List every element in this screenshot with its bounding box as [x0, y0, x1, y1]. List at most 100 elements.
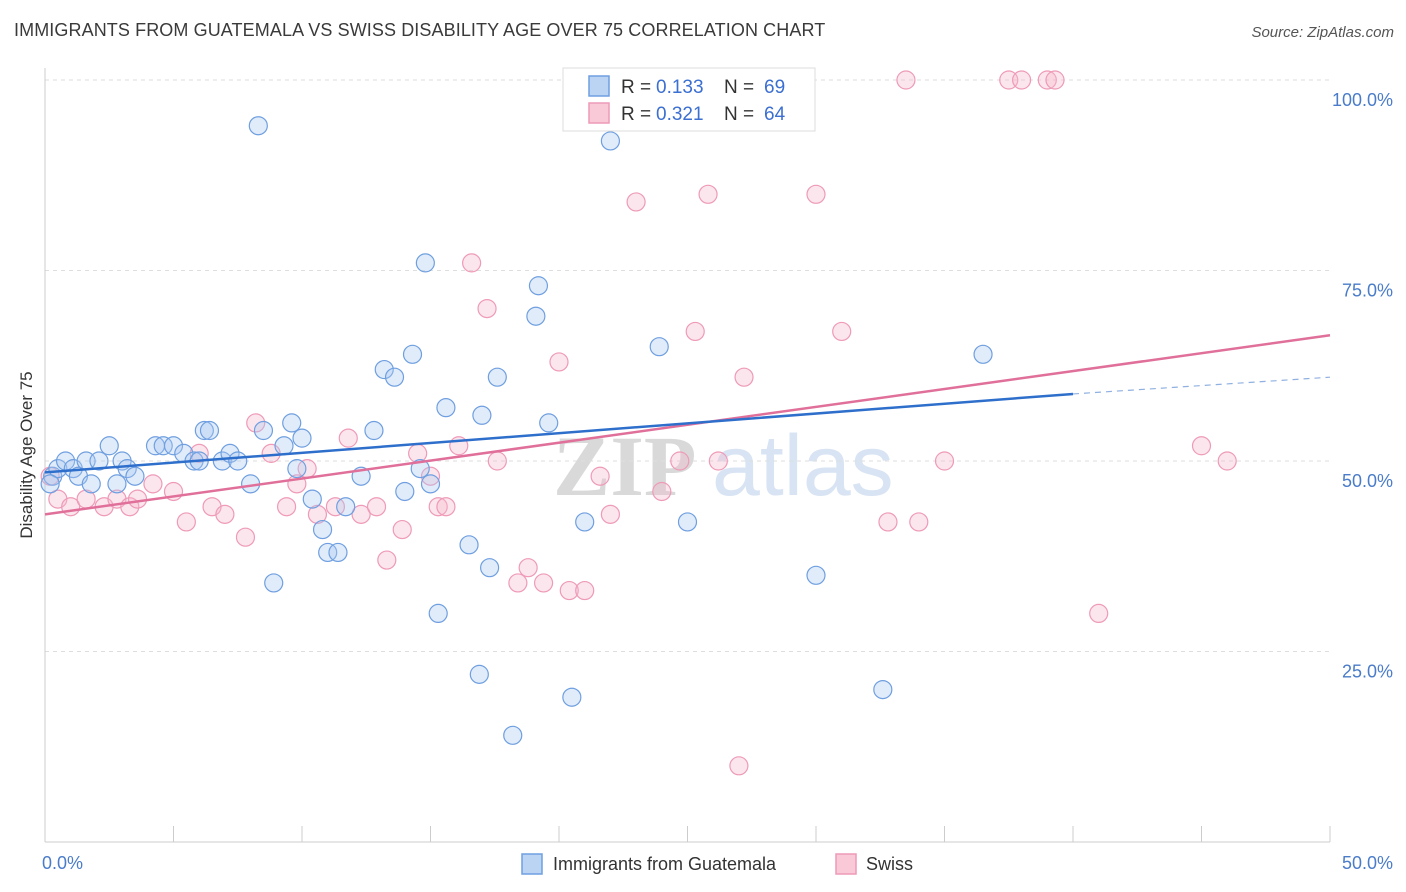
guatemala-point [428, 603, 448, 624]
legend-swatch-swiss [588, 102, 610, 124]
guatemala-point [472, 405, 492, 425]
guatemala-point [526, 306, 546, 326]
swiss-point [487, 451, 507, 471]
swiss-point [1089, 603, 1109, 624]
guatemala-point [228, 451, 248, 471]
swiss-point [235, 527, 256, 547]
swiss-point [325, 497, 346, 517]
guatemala-point [873, 679, 893, 700]
swiss-point [143, 474, 163, 494]
y-tick-label: 75.0% [1342, 281, 1393, 301]
watermark-atlas: atlas [712, 418, 894, 514]
swiss-point [518, 558, 538, 578]
guatemala-point [562, 687, 582, 707]
y-tick-label: 50.0% [1342, 471, 1393, 491]
guatemala-point [436, 398, 456, 418]
swiss-trend-line [44, 334, 1331, 516]
guatemala-point [287, 459, 307, 479]
legend-r-swiss: 0.321 [656, 104, 704, 125]
guatemala-point [282, 413, 302, 433]
swiss-point [176, 512, 196, 532]
guatemala-point [806, 565, 826, 585]
guatemala-point [212, 451, 232, 471]
axes: 25.0% 50.0% 75.0% 100.0% 0.0% 50.0% [42, 68, 1393, 873]
swiss-point [215, 504, 235, 524]
trend-lines [44, 334, 1331, 516]
swiss-point [909, 512, 929, 532]
swiss-point [575, 580, 595, 601]
guatemala-point [318, 542, 338, 563]
swiss-point [590, 466, 610, 486]
guatemala-point [264, 573, 284, 593]
swiss-point [806, 184, 826, 204]
guatemala-point [503, 725, 523, 745]
swiss-point [685, 321, 705, 342]
swiss-point [392, 519, 412, 540]
swiss-point [366, 497, 387, 517]
guatemala-point [600, 131, 621, 151]
guatemala-point [194, 420, 214, 441]
swiss-point [1011, 70, 1032, 90]
swiss-point [729, 756, 749, 776]
top-legend: R = 0.133 N = 69 R = 0.321 N = 64 [562, 67, 816, 132]
swiss-point [559, 580, 579, 601]
swiss-point [549, 352, 569, 372]
guatemala-point [81, 474, 101, 494]
guatemala-point [292, 428, 312, 448]
guatemala-point [274, 436, 294, 456]
guatemala-point [973, 344, 993, 364]
guatemala-point [374, 359, 394, 380]
guatemala-point [528, 276, 549, 296]
swiss-point [533, 573, 554, 593]
guatemala-point [364, 420, 384, 441]
guatemala-point [459, 535, 479, 555]
swiss-point [420, 466, 441, 486]
swiss-point [377, 550, 397, 570]
y-tick-label: 100.0% [1332, 90, 1393, 110]
swiss-point [670, 451, 690, 471]
legend-n-swiss: 64 [764, 104, 786, 125]
swiss-point [652, 481, 672, 502]
guatemala-point [649, 337, 669, 357]
source-label: Source: ZipAtlas.com [1251, 24, 1394, 41]
swiss-point [878, 512, 898, 532]
legend-r-guatemala: 0.133 [656, 77, 704, 98]
guatemala-trend-line [44, 392, 1074, 474]
swiss-point [734, 367, 754, 387]
guatemala-point [302, 489, 322, 509]
guatemala-point [575, 512, 595, 532]
swiss-point [307, 504, 328, 524]
guatemala-point [99, 436, 119, 456]
guatemala-point [153, 436, 173, 456]
swiss-point [1191, 436, 1212, 456]
swiss-point [1217, 451, 1237, 471]
chart-title: IMMIGRANTS FROM GUATEMALA VS SWISS DISAB… [14, 20, 826, 40]
guatemala-point [410, 459, 430, 479]
guatemala-point [117, 459, 137, 479]
swiss-point [477, 299, 497, 319]
swiss-point [276, 497, 297, 517]
swiss-point [896, 70, 916, 90]
guatemala-trend-extension [1072, 376, 1331, 395]
swiss-point [934, 451, 955, 471]
guatemala-point [480, 558, 500, 578]
swiss-point [338, 428, 358, 448]
swiss-point [626, 192, 646, 212]
guatemala-point [107, 474, 127, 494]
swiss-point [1037, 70, 1057, 90]
svg-text:R =: R = [621, 77, 651, 98]
guatemala-point [677, 512, 698, 532]
guatemala-point [487, 367, 507, 387]
guatemala-point [395, 481, 415, 502]
swiss-point [698, 184, 718, 204]
swiss-point [832, 321, 852, 342]
guatemala-point [539, 413, 559, 433]
x-tick-label: 0.0% [42, 853, 83, 873]
guatemala-points [40, 70, 993, 745]
x-tick-label: 50.0% [1342, 853, 1393, 873]
guatemala-point [253, 420, 274, 441]
swiss-point [508, 573, 528, 593]
bottom-legend-swatch-swiss [835, 853, 857, 875]
guatemala-point [199, 420, 220, 441]
